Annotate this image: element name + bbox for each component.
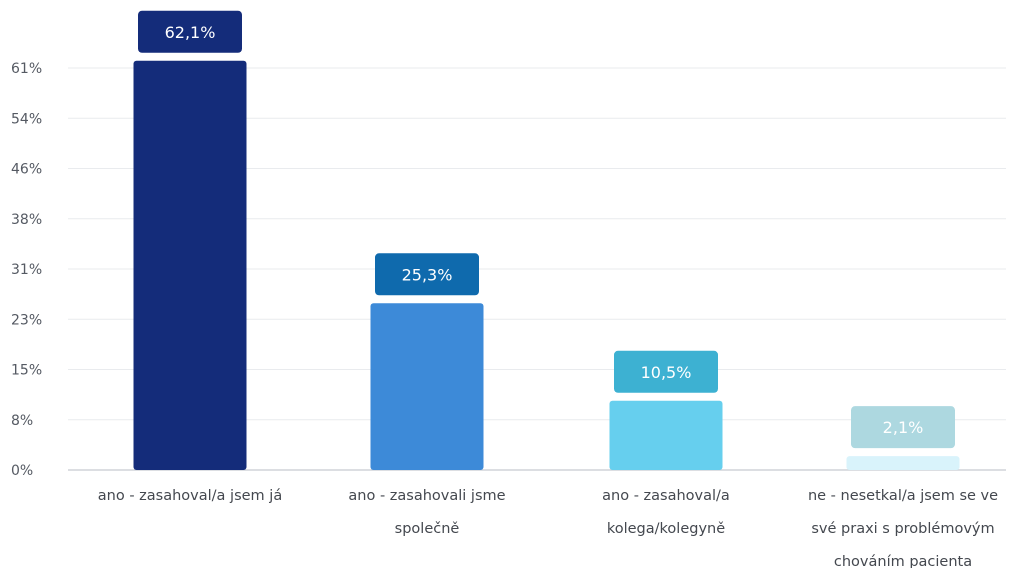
x-category-label: ne - nesetkal/a jsem se ve <box>808 488 998 504</box>
y-tick-label: 23% <box>11 312 42 328</box>
y-tick-label: 61% <box>11 61 42 77</box>
data-label-box <box>138 10 242 53</box>
x-category-label: své praxi s problémovým <box>811 521 994 537</box>
y-tick-label: 54% <box>11 111 42 127</box>
y-tick-label: 31% <box>11 262 42 278</box>
x-category-label: společně <box>395 521 460 537</box>
x-category-label: kolega/kolegyně <box>607 521 725 537</box>
y-tick-label: 0% <box>11 463 33 479</box>
data-label-box <box>375 253 479 296</box>
y-tick-label: 38% <box>11 212 42 228</box>
bar <box>609 400 723 470</box>
x-category-label: chováním pacienta <box>834 554 972 568</box>
data-label: 10,5% <box>641 363 692 382</box>
data-label: 2,1% <box>883 418 924 437</box>
x-category-label: ano - zasahoval/a jsem já <box>98 488 282 504</box>
bar <box>846 456 960 470</box>
data-label-box <box>851 406 955 449</box>
data-label: 62,1% <box>165 23 216 42</box>
y-tick-label: 15% <box>11 363 42 379</box>
data-label: 25,3% <box>402 265 453 284</box>
x-category-label: ano - zasahovali jsme <box>348 488 505 504</box>
y-tick-label: 8% <box>11 413 33 429</box>
x-category-label: ano - zasahoval/a <box>602 488 730 504</box>
data-label-box <box>614 350 718 393</box>
bar <box>133 60 247 470</box>
bar <box>370 303 484 470</box>
y-tick-label: 46% <box>11 162 42 178</box>
